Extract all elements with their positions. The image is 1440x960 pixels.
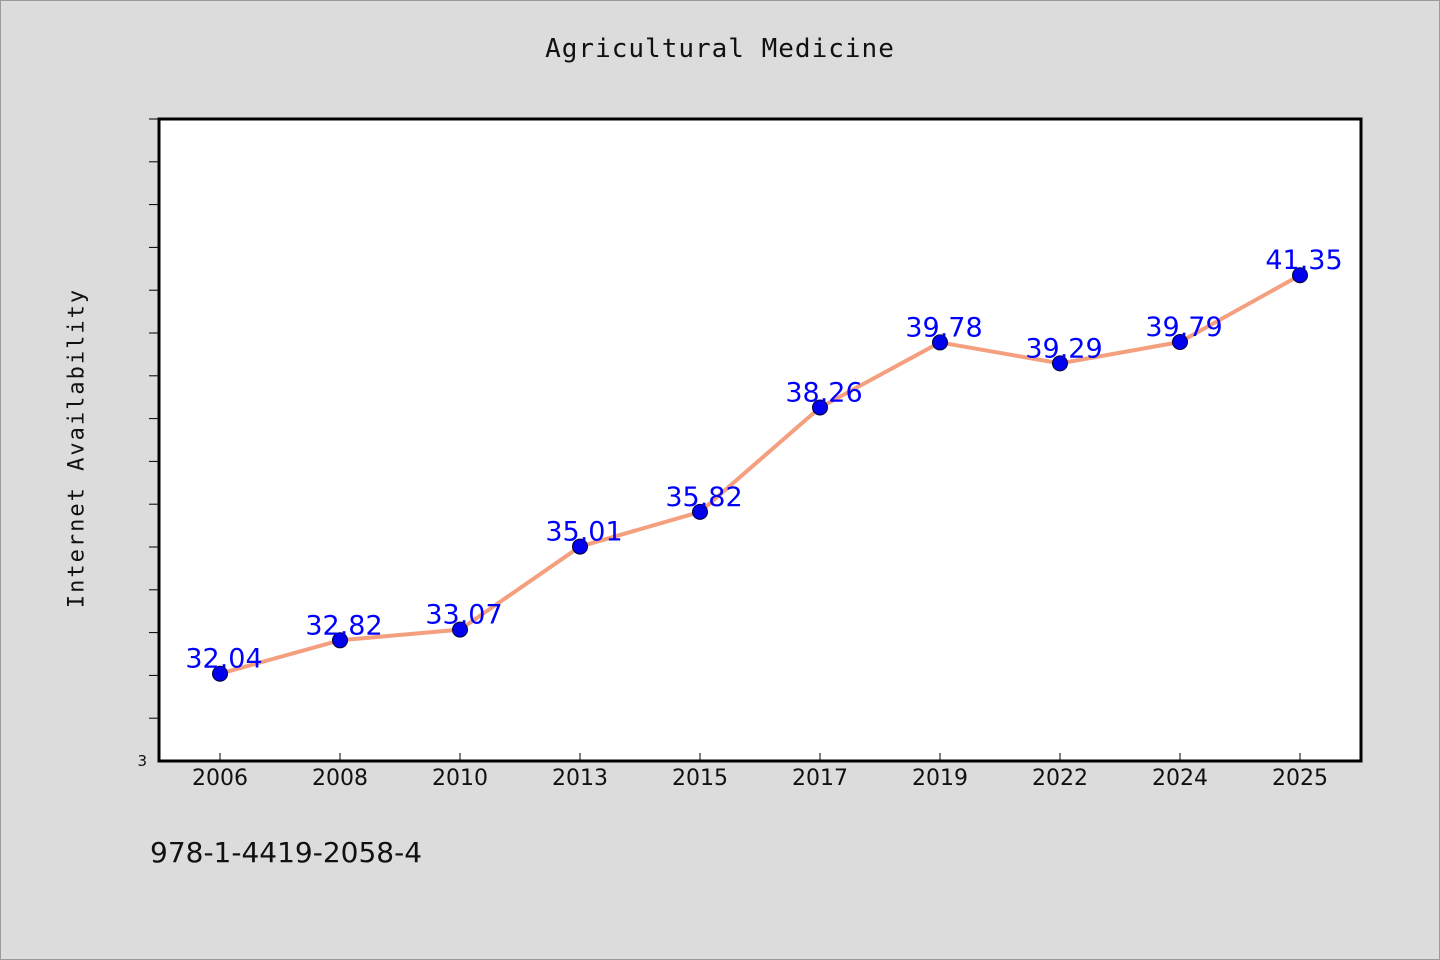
data-point	[1052, 355, 1068, 372]
data-point	[692, 503, 708, 520]
series-line	[219, 273, 1301, 676]
data-label: 35.01	[545, 517, 622, 548]
data-point	[452, 621, 468, 638]
y-tick-label: 3	[137, 752, 147, 770]
x-axis-ticks: 2006 2008 2010 2013 2015 2017 2019 2022 2024 2025	[192, 753, 1328, 791]
x-tick-label: 2015	[672, 766, 728, 791]
series-group	[212, 267, 1308, 682]
x-tick-label: 2022	[1032, 766, 1088, 791]
x-tick-label: 2010	[432, 766, 488, 791]
y-axis-ticks: 3	[137, 118, 159, 770]
x-tick-label: 2019	[912, 766, 968, 791]
data-point	[572, 538, 588, 555]
chart-title: Agricultural Medicine	[545, 34, 895, 64]
x-tick-label: 2025	[1272, 766, 1328, 791]
data-label: 39.29	[1025, 333, 1102, 364]
x-tick-label: 2017	[792, 766, 848, 791]
plot-area	[157, 117, 1363, 763]
data-label: 38.26	[785, 377, 862, 408]
data-point	[1292, 267, 1308, 284]
data-label: 35.82	[665, 482, 742, 513]
data-label: 33.07	[425, 600, 502, 631]
data-point	[332, 632, 348, 649]
data-label: 41.35	[1265, 245, 1342, 276]
data-point	[212, 665, 228, 682]
data-point	[812, 399, 828, 416]
x-tick-label: 2006	[192, 766, 248, 791]
isbn-text: 978-1-4419-2058-4	[150, 836, 423, 869]
x-tick-label: 2008	[312, 766, 368, 791]
data-label: 39.79	[1145, 312, 1222, 343]
data-label: 32.82	[305, 610, 382, 641]
x-tick-label: 2013	[552, 766, 608, 791]
x-tick-label: 2024	[1152, 766, 1208, 791]
data-label: 39.78	[905, 312, 982, 343]
data-point	[932, 334, 948, 351]
data-label: 32.04	[185, 644, 262, 675]
data-point	[1172, 333, 1188, 350]
data-labels-group: 32.04 32.82 33.07 35.01 35.82 38.26 39.78 39.29…	[185, 245, 1342, 674]
